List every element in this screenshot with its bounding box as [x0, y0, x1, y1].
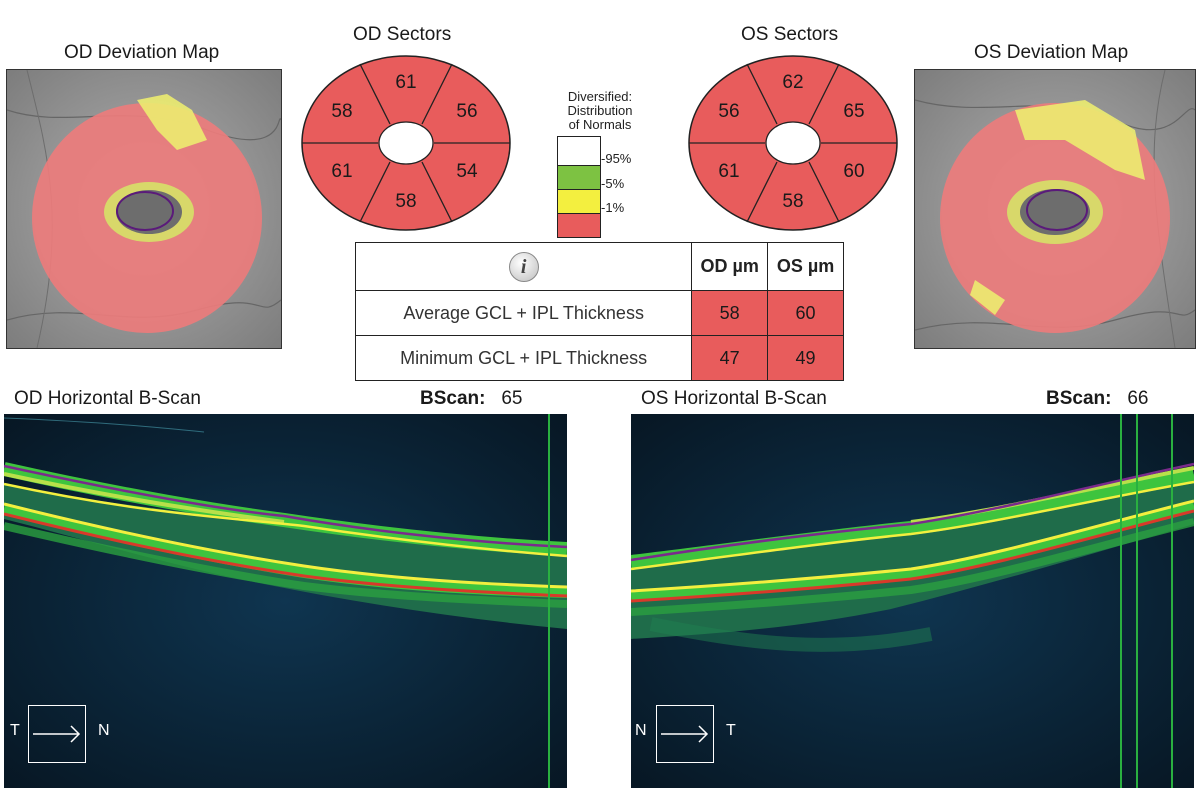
os-sectors-chart[interactable]: 62 65 60 58 61 56: [687, 54, 899, 232]
os-deviation-map[interactable]: [914, 69, 1196, 349]
os-sector-superonasal: 56: [718, 101, 739, 122]
row-label-minimum: Minimum GCL + IPL Thickness: [354, 335, 693, 381]
os-orientation-right: T: [726, 722, 736, 739]
od-um-header: OD µm: [691, 242, 769, 291]
os-average-value: 60: [767, 290, 844, 336]
os-bscan-title: OS Horizontal B-Scan: [641, 388, 827, 409]
os-minimum-value: 49: [767, 335, 844, 381]
arrow-right-icon: [33, 725, 81, 743]
od-sector-superior: 61: [395, 72, 416, 93]
od-average-value: 58: [691, 290, 769, 336]
od-deviation-map-image: [7, 70, 281, 348]
info-icon[interactable]: i: [508, 251, 539, 282]
od-sectors-chart[interactable]: 61 56 54 58 61 58: [300, 54, 512, 232]
legend-swatch-red: [558, 214, 600, 237]
od-bscan-title: OD Horizontal B-Scan: [14, 388, 201, 409]
os-orientation-left: N: [635, 722, 647, 739]
od-sector-superonasal: 56: [456, 101, 477, 122]
od-deviation-map-title: OD Deviation Map: [64, 42, 220, 63]
od-sector-superotemporal: 58: [331, 101, 352, 122]
od-minimum-value: 47: [691, 335, 769, 381]
od-bscan-image[interactable]: T N: [4, 414, 567, 788]
table-row: Average GCL + IPL Thickness 58 60: [354, 290, 844, 336]
os-um-header: OS µm: [767, 242, 844, 291]
os-bscan-image[interactable]: N T: [631, 414, 1194, 788]
legend-swatch-yellow: [558, 190, 600, 214]
table-row: Minimum GCL + IPL Thickness 47 49: [354, 335, 844, 381]
os-deviation-map-image: [915, 70, 1195, 348]
os-sector-superotemporal: 65: [843, 101, 864, 122]
od-sector-inferotemporal: 61: [331, 161, 352, 182]
os-sector-inferior: 58: [782, 191, 803, 212]
legend-swatch-white: [558, 137, 600, 166]
os-deviation-map-title: OS Deviation Map: [974, 42, 1129, 63]
od-orientation-right: N: [98, 722, 110, 739]
legend-label-1: -1%: [601, 200, 625, 215]
os-bscan-number: BScan: 66: [1046, 388, 1149, 409]
os-sector-inferotemporal: 60: [843, 161, 864, 182]
gcl-ipl-thickness-table: i OD µm OS µm Average GCL + IPL Thicknes…: [354, 242, 844, 381]
os-sector-superior: 62: [782, 72, 803, 93]
legend-swatch-green: [558, 166, 600, 190]
os-bscan-layers: [631, 414, 1194, 788]
legend-label-5: -5%: [601, 176, 625, 191]
os-sector-inferonasal: 61: [718, 161, 739, 182]
normals-legend-bar: [557, 136, 601, 238]
od-bscan-number: BScan: 65: [420, 388, 523, 409]
od-sector-inferior: 58: [395, 191, 416, 212]
row-label-average: Average GCL + IPL Thickness: [354, 290, 693, 336]
od-sectors-title: OD Sectors: [353, 24, 452, 45]
od-bscan-layers: [4, 414, 567, 788]
od-sector-inferonasal: 54: [456, 161, 478, 182]
arrow-right-icon: [661, 725, 709, 743]
od-orientation-left: T: [10, 722, 20, 739]
os-orientation-box: [656, 705, 714, 763]
info-cell: i: [354, 242, 693, 291]
legend-label-95: -95%: [601, 151, 632, 166]
od-orientation-box: [28, 705, 86, 763]
legend-title: Diversified: Distribution of Normals: [567, 89, 633, 132]
od-deviation-map[interactable]: [6, 69, 282, 349]
os-sectors-title: OS Sectors: [741, 24, 839, 45]
